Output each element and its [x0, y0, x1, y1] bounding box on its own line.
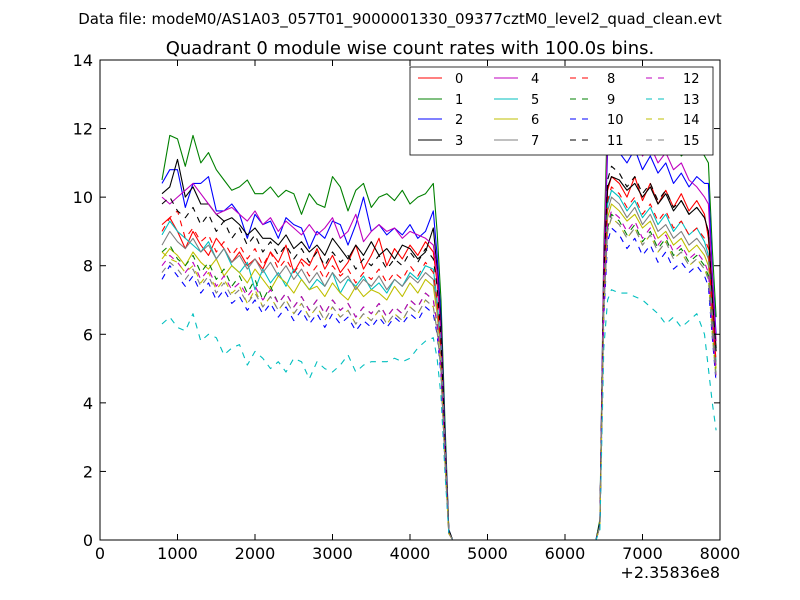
y-tick-label: 0	[83, 531, 93, 550]
legend-label-10: 10	[607, 113, 624, 128]
y-tick-label: 2	[83, 462, 93, 481]
x-tick-label: 4000	[390, 544, 431, 563]
x-tick-label: 3000	[312, 544, 353, 563]
plot-area: 0 1000 2000 3000 4000 5000 6000 7000 8000 0 2 4 6 8 1…	[73, 51, 741, 563]
x-offset-label: +2.35836e8	[620, 563, 720, 582]
legend-label-4: 4	[531, 72, 539, 87]
legend-label-0: 0	[455, 72, 463, 87]
legend-label-7: 7	[531, 134, 539, 149]
y-tick-label: 10	[73, 188, 93, 207]
x-axis: 0 1000 2000 3000 4000 5000 6000 7000 8000	[95, 60, 740, 563]
x-tick-label: 1000	[157, 544, 198, 563]
series-line-8	[161, 186, 717, 541]
legend-label-11: 11	[607, 134, 624, 149]
y-tick-label: 4	[83, 394, 93, 413]
x-tick-label: 2000	[235, 544, 276, 563]
y-tick-label: 8	[83, 257, 93, 276]
y-tick-label: 12	[73, 120, 93, 139]
legend-label-14: 14	[683, 113, 700, 128]
series-line-15	[161, 217, 717, 541]
y-tick-label: 6	[83, 325, 93, 344]
legend-label-5: 5	[531, 93, 539, 108]
chart-title: Quadrant 0 module wise count rates with …	[166, 38, 655, 59]
x-tick-label: 7000	[622, 544, 663, 563]
x-tick-label: 0	[95, 544, 105, 563]
legend-label-2: 2	[455, 113, 463, 128]
legend-label-8: 8	[607, 72, 615, 87]
x-tick-label: 6000	[545, 544, 586, 563]
legend-label-15: 15	[683, 134, 700, 149]
series-line-9	[161, 213, 717, 541]
x-tick-label: 5000	[467, 544, 508, 563]
series-line-3	[161, 158, 717, 541]
x-tick-label: 8000	[700, 544, 741, 563]
series-line-6	[161, 203, 717, 541]
legend-label-12: 12	[683, 72, 700, 87]
series-line-7	[161, 196, 717, 541]
series-lines	[161, 73, 717, 541]
legend-label-1: 1	[455, 93, 463, 108]
series-line-11	[161, 165, 717, 541]
legend-label-13: 13	[683, 93, 700, 108]
series-line-12	[161, 210, 717, 541]
series-line-13	[161, 289, 717, 541]
series-line-0	[161, 176, 717, 541]
legend-label-3: 3	[455, 134, 463, 149]
legend-label-6: 6	[531, 113, 539, 128]
legend-label-9: 9	[607, 93, 615, 108]
y-tick-label: 14	[73, 51, 93, 70]
chart-suptitle: Data file: modeM0/AS1A03_057T01_90000013…	[78, 10, 722, 29]
